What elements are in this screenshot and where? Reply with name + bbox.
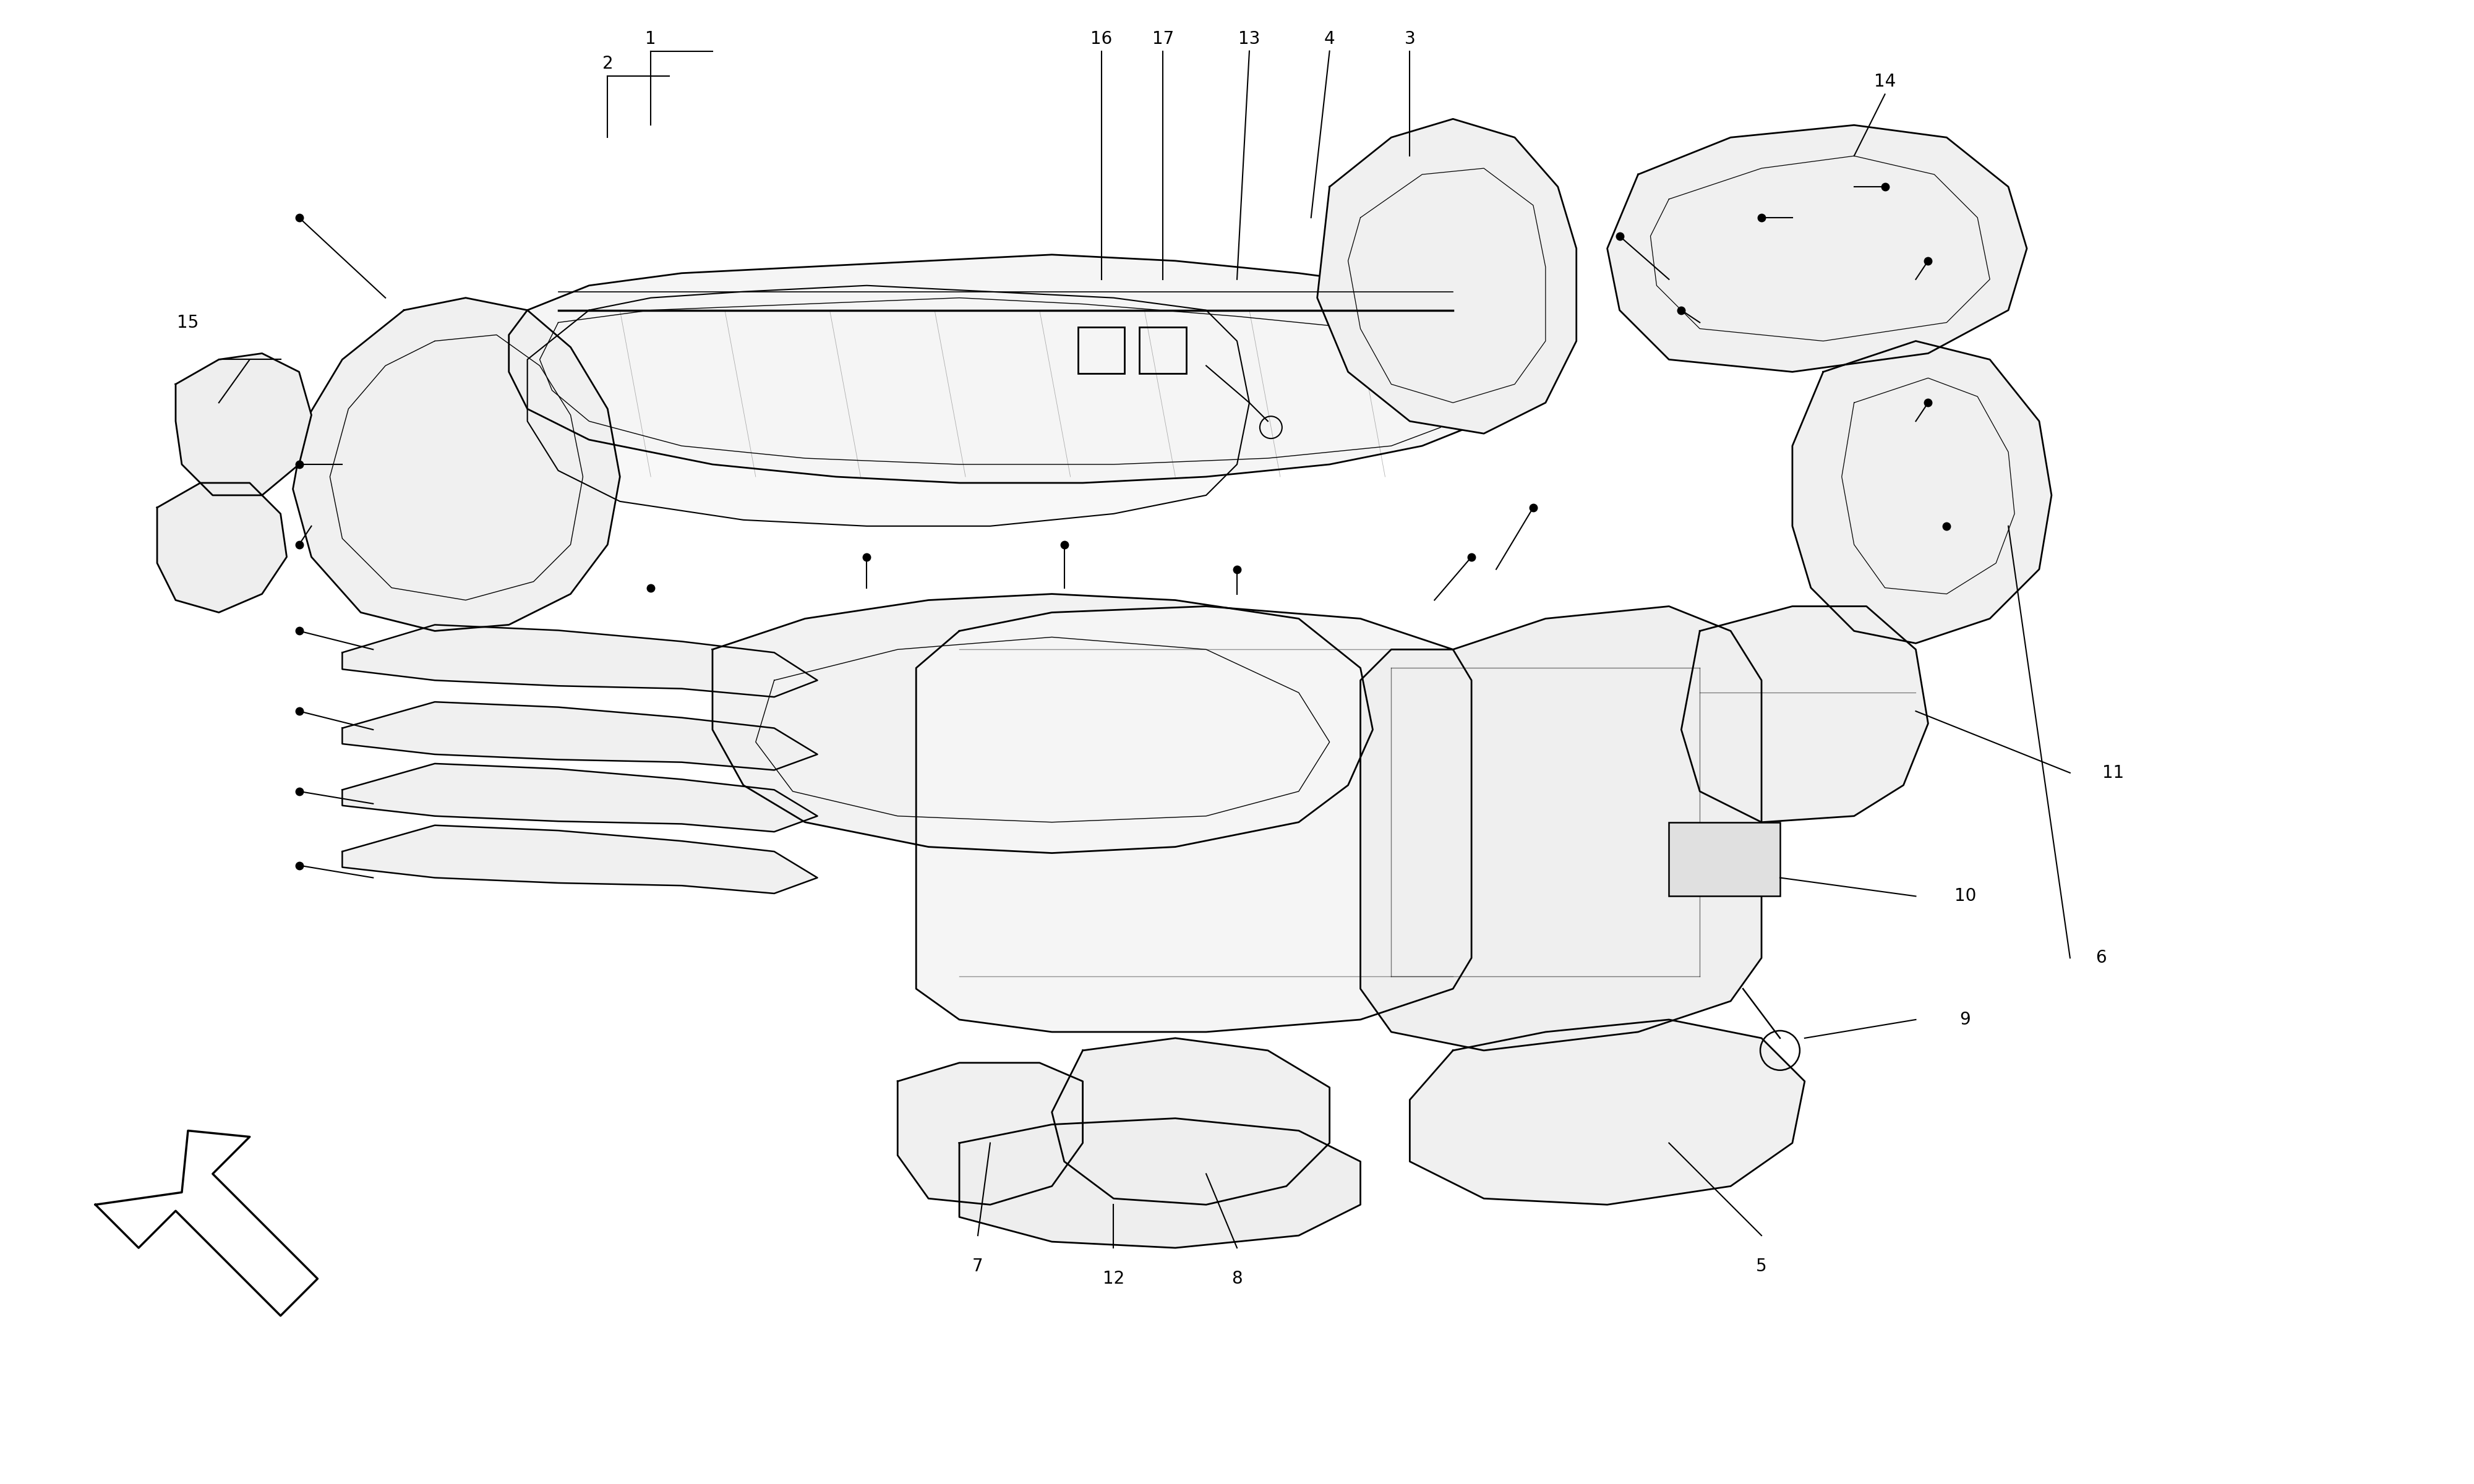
Polygon shape: [341, 702, 816, 770]
Text: 12: 12: [1103, 1270, 1126, 1287]
Polygon shape: [1791, 341, 2051, 643]
Bar: [1079, 326, 1126, 374]
Polygon shape: [960, 1119, 1361, 1248]
Polygon shape: [341, 625, 816, 697]
Polygon shape: [292, 298, 621, 631]
Polygon shape: [510, 255, 1497, 482]
Text: 16: 16: [1091, 30, 1113, 47]
Text: 2: 2: [601, 55, 614, 73]
Text: 8: 8: [1232, 1270, 1242, 1287]
Text: 6: 6: [2095, 950, 2105, 966]
Polygon shape: [176, 353, 312, 496]
Text: 15: 15: [178, 313, 198, 331]
Polygon shape: [915, 607, 1472, 1031]
Polygon shape: [898, 1063, 1084, 1205]
Bar: [1670, 822, 1779, 896]
Polygon shape: [96, 1131, 317, 1316]
Polygon shape: [158, 482, 287, 613]
Polygon shape: [527, 285, 1249, 527]
Text: 9: 9: [1959, 1011, 1972, 1028]
Text: 7: 7: [972, 1258, 982, 1275]
Text: 17: 17: [1153, 30, 1173, 47]
Text: 11: 11: [2103, 764, 2125, 782]
Polygon shape: [1316, 119, 1576, 433]
Polygon shape: [341, 764, 816, 831]
Text: 1: 1: [646, 30, 656, 47]
Polygon shape: [1051, 1039, 1329, 1205]
Text: 10: 10: [1954, 887, 1977, 905]
Text: 13: 13: [1239, 30, 1259, 47]
Polygon shape: [1682, 607, 1927, 822]
Polygon shape: [713, 594, 1373, 853]
Polygon shape: [1361, 607, 1761, 1051]
Text: 4: 4: [1324, 30, 1336, 47]
Polygon shape: [1608, 125, 2026, 372]
Polygon shape: [1410, 1020, 1804, 1205]
Bar: [1141, 326, 1188, 374]
Polygon shape: [341, 825, 816, 893]
Text: 14: 14: [1873, 73, 1895, 91]
Text: 3: 3: [1405, 30, 1415, 47]
Text: 5: 5: [1757, 1258, 1766, 1275]
